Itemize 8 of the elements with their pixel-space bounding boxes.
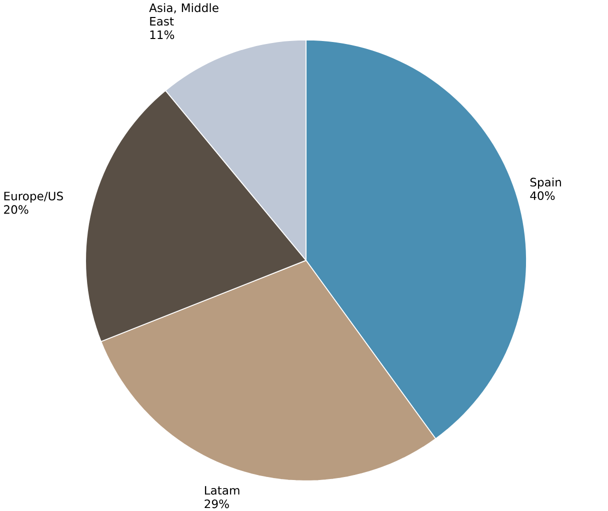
slice-label: Latam xyxy=(204,486,240,495)
data-label: 29% xyxy=(204,499,229,508)
slice-label: Europe/US xyxy=(4,191,63,202)
data-label: 20% xyxy=(4,204,28,214)
data-label: 40% xyxy=(530,191,555,200)
data-label: 11% xyxy=(150,30,174,39)
slice-label: Spain xyxy=(530,177,561,189)
slice-label: Asia, Middle East xyxy=(149,3,218,26)
